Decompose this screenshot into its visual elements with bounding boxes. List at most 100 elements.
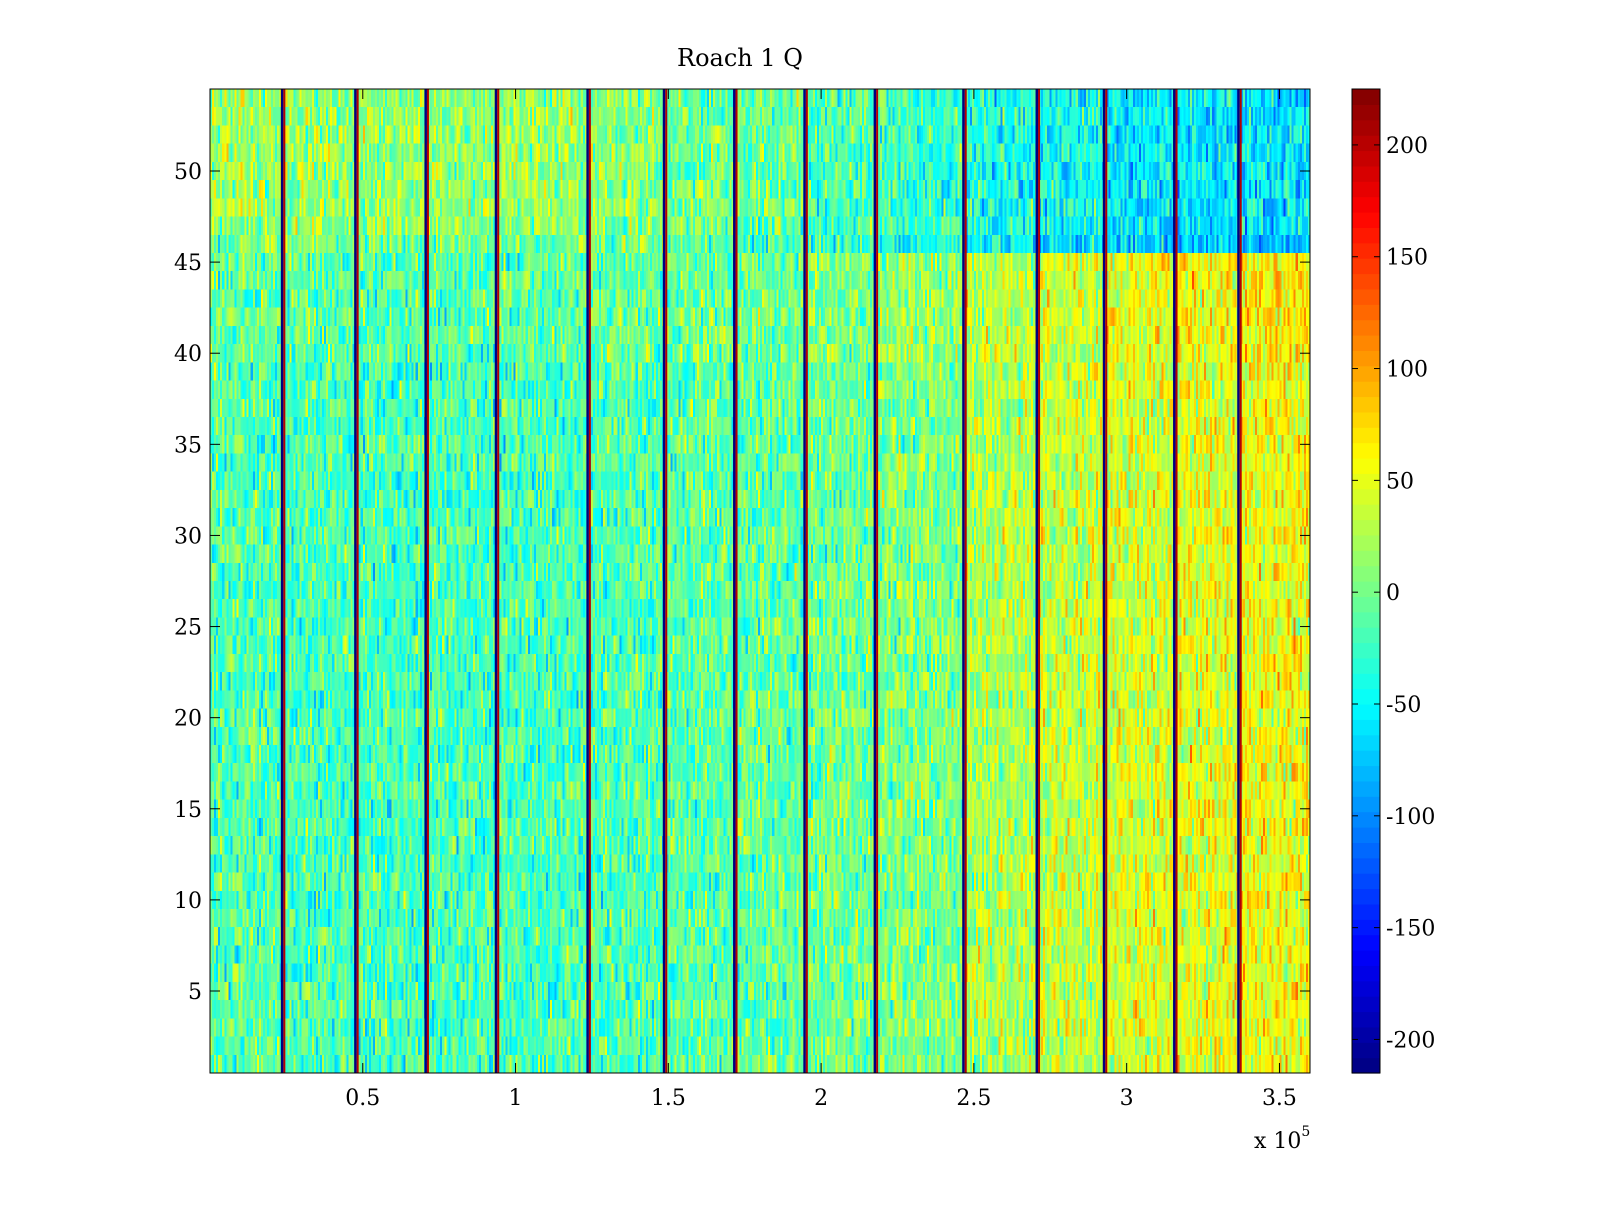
boundary-stripe-dark xyxy=(803,89,806,1073)
colorbar-swatch xyxy=(1352,903,1380,920)
boundary-stripe-red xyxy=(588,89,591,1073)
colorbar-swatch xyxy=(1352,519,1380,536)
x-tick-label: 0.5 xyxy=(345,1086,380,1111)
boundary-stripe-dark xyxy=(733,89,736,1073)
y-tick-label: 25 xyxy=(174,616,202,641)
x-axis: 0.5 1 1.5 2 2.5 3 3.5 xyxy=(345,89,1297,1111)
colorbar-swatch xyxy=(1352,857,1380,874)
boundary-stripe-red xyxy=(1105,89,1108,1073)
colorbar-swatch xyxy=(1352,734,1380,751)
colorbar-tick-label: 200 xyxy=(1386,134,1428,159)
y-tick-label: 40 xyxy=(174,342,202,367)
y-tick-label: 20 xyxy=(174,707,202,732)
boundary-stripe-red xyxy=(1038,89,1041,1073)
boundary-stripe-red xyxy=(426,89,429,1073)
colorbar-swatch xyxy=(1352,242,1380,259)
colorbar-swatch xyxy=(1352,104,1380,121)
colorbar-swatch xyxy=(1352,611,1380,628)
x-multiplier-base: x 10 xyxy=(1254,1129,1301,1154)
colorbar-swatch xyxy=(1352,796,1380,813)
colorbar-swatch xyxy=(1352,350,1380,367)
chart-title: Roach 1 Q xyxy=(677,44,803,72)
colorbar-swatch xyxy=(1352,934,1380,951)
colorbar-swatch xyxy=(1352,534,1380,551)
colorbar-swatch xyxy=(1352,550,1380,567)
colorbar-frame xyxy=(1351,88,1381,1074)
y-tick-label: 45 xyxy=(174,251,202,276)
colorbar-swatch xyxy=(1352,212,1380,228)
colorbar-swatch xyxy=(1352,288,1380,305)
boundary-stripe-red xyxy=(805,89,808,1073)
colorbar-swatch xyxy=(1352,750,1380,767)
boundary-stripe-red xyxy=(497,89,500,1073)
colorbar-tick-label: 150 xyxy=(1386,246,1428,271)
colorbar-swatch xyxy=(1352,657,1380,674)
boundary-stripe-dark xyxy=(424,89,427,1073)
heatmap-cells xyxy=(210,89,1310,1073)
y-axis: 5 10 15 20 25 30 35 40 45 50 xyxy=(174,160,1310,1005)
x-axis-multiplier: x 105 xyxy=(1254,1124,1310,1154)
colorbar-swatch xyxy=(1352,165,1380,182)
colorbar-tick-label: 50 xyxy=(1386,469,1414,494)
colorbar-swatch xyxy=(1352,996,1380,1013)
colorbar-swatch xyxy=(1352,227,1380,244)
colorbar-swatch xyxy=(1352,581,1380,597)
colorbar: -200 -150 -100 -50 0 50 100 150 200 xyxy=(1351,88,1435,1074)
colorbar-swatch xyxy=(1352,688,1380,705)
colorbar-swatch xyxy=(1352,642,1380,659)
colorbar-swatch xyxy=(1352,427,1380,444)
x-multiplier-exponent: 5 xyxy=(1301,1124,1310,1140)
colorbar-swatch xyxy=(1352,258,1380,275)
boundary-stripe-dark xyxy=(280,89,284,1073)
colorbar-swatch xyxy=(1352,196,1380,213)
colorbar-tick-label: -100 xyxy=(1386,805,1435,830)
y-tick-label: 10 xyxy=(174,889,202,914)
colorbar-tick-label: 100 xyxy=(1386,358,1428,383)
colorbar-swatch xyxy=(1352,304,1380,321)
colorbar-swatch xyxy=(1352,950,1380,966)
colorbar-swatch xyxy=(1352,888,1380,905)
boundary-stripe-dark xyxy=(1237,89,1240,1073)
y-tick-label: 15 xyxy=(174,798,202,823)
colorbar-swatch xyxy=(1352,1026,1380,1043)
colorbar-swatch xyxy=(1352,1011,1380,1028)
colorbar-swatch xyxy=(1352,458,1380,474)
colorbar-swatch xyxy=(1352,365,1380,382)
colorbar-swatch xyxy=(1352,596,1380,613)
x-tick-label: 3 xyxy=(1120,1086,1134,1111)
colorbar-swatch xyxy=(1352,181,1380,198)
colorbar-swatch xyxy=(1352,442,1380,459)
colorbar-tick-label: -200 xyxy=(1386,1028,1435,1053)
boundary-stripe-dark xyxy=(1173,89,1176,1073)
boundary-stripe-red xyxy=(356,89,359,1073)
colorbar-tick-label: 0 xyxy=(1386,581,1400,606)
boundary-stripe-red xyxy=(735,89,738,1073)
y-tick-label: 50 xyxy=(174,160,202,185)
boundary-stripe-dark xyxy=(1102,89,1106,1073)
boundary-stripe-dark xyxy=(354,89,357,1073)
boundary-stripe-dark xyxy=(494,89,498,1073)
colorbar-tick-label: -150 xyxy=(1386,917,1435,942)
y-tick-label: 30 xyxy=(174,524,202,549)
x-tick-label: 1 xyxy=(509,1086,523,1111)
colorbar-swatch xyxy=(1352,150,1380,167)
colorbar-swatch xyxy=(1352,980,1380,997)
colorbar-swatch xyxy=(1352,873,1380,890)
colorbar-swatch xyxy=(1352,273,1380,290)
y-tick-label: 5 xyxy=(188,980,202,1005)
colorbar-swatch xyxy=(1352,319,1380,336)
x-tick-label: 2 xyxy=(814,1086,828,1111)
colorbar-swatch xyxy=(1352,965,1380,982)
colorbar-swatch xyxy=(1352,842,1380,859)
colorbar-swatch xyxy=(1352,89,1380,105)
colorbar-swatch xyxy=(1352,673,1380,690)
x-tick-label: 2.5 xyxy=(956,1086,991,1111)
boundary-stripe-dark xyxy=(586,89,589,1073)
boundary-stripe-dark xyxy=(1035,89,1039,1073)
boundary-stripe-red xyxy=(876,89,879,1073)
colorbar-swatch xyxy=(1352,719,1380,736)
colorbar-swatch xyxy=(1352,411,1380,428)
colorbar-swatch xyxy=(1352,919,1380,936)
colorbar-swatch xyxy=(1352,381,1380,398)
